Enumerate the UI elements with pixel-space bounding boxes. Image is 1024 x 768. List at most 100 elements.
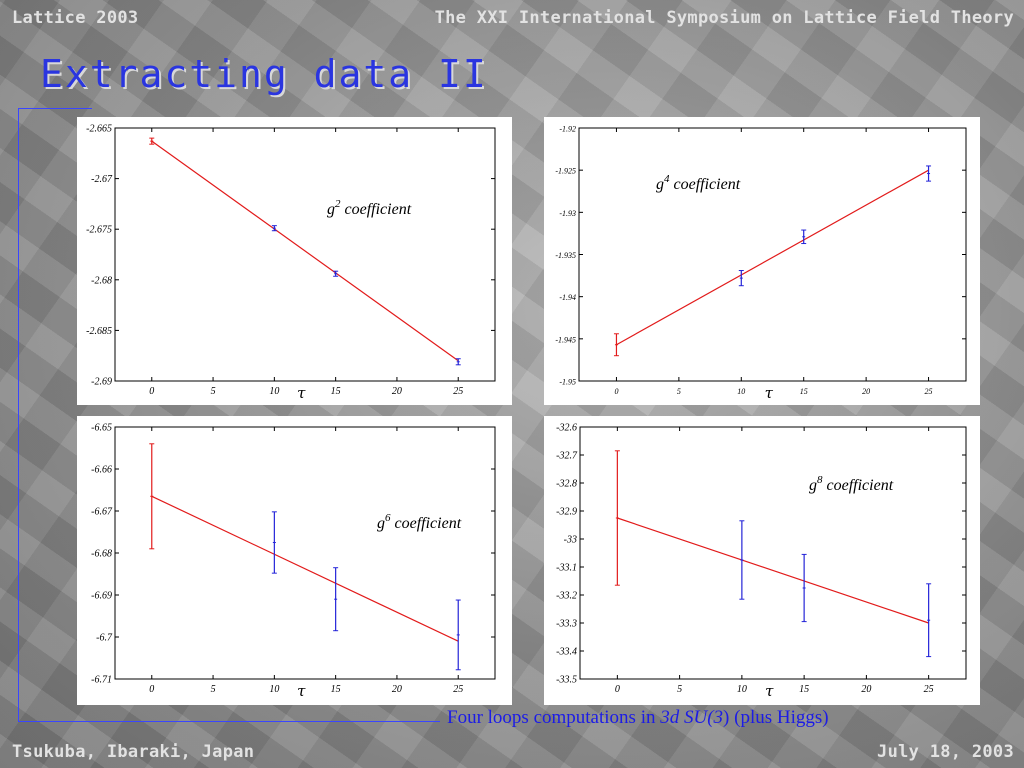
x-tick-label: 25 — [453, 684, 463, 695]
y-tick-label: -33.3 — [556, 619, 577, 630]
y-tick-label: -33.5 — [556, 675, 577, 686]
y-tick-label: -2.675 — [86, 225, 112, 236]
x-axis-label: τ — [765, 682, 774, 700]
data-point — [455, 599, 461, 671]
data-point — [271, 511, 277, 574]
y-tick-label: -33.4 — [556, 647, 577, 658]
y-tick-label: -1.93 — [559, 209, 576, 218]
coefficient-label: g4 coefficient — [656, 173, 741, 193]
coefficient-label: g8 coefficient — [809, 474, 894, 494]
x-tick-label: 5 — [211, 386, 216, 397]
y-tick-label: -6.67 — [91, 507, 113, 518]
x-tick-label: 20 — [861, 684, 871, 695]
y-tick-label: -1.92 — [559, 125, 576, 134]
y-tick-label: -2.67 — [91, 174, 113, 185]
x-tick-label: 5 — [211, 684, 216, 695]
y-tick-label: -6.65 — [91, 423, 112, 434]
plot-frame — [114, 426, 496, 680]
x-tick-label: 20 — [862, 387, 870, 396]
x-tick-label: 0 — [149, 684, 154, 695]
x-tick-label: 10 — [269, 684, 279, 695]
chart-g8-coefficient: -32.6 -32.7 -32.8 -32.9 -33 -33.1 -33.2 -33.3 -3… — [556, 423, 967, 700]
x-tick-label: 25 — [453, 386, 463, 397]
y-tick-label: -32.9 — [556, 507, 577, 518]
x-tick-label: 5 — [677, 387, 681, 396]
data-point — [271, 225, 277, 232]
x-tick-label: 15 — [331, 386, 341, 397]
symposium-label: The XXI International Symposium on Latti… — [434, 8, 1014, 28]
x-tick-label: 0 — [615, 684, 620, 695]
data-point — [738, 270, 744, 287]
fit-line — [151, 140, 459, 362]
frame-line-top — [18, 108, 92, 109]
y-tick-label: -6.7 — [96, 633, 113, 644]
y-tick-label: -2.665 — [86, 124, 112, 135]
caption-italic: 3d SU(3 — [660, 707, 724, 728]
caption-middle: ) — [723, 707, 730, 728]
data-point — [455, 358, 461, 366]
x-tick-label: 5 — [677, 684, 682, 695]
x-tick-label: 10 — [737, 387, 745, 396]
chart-g2-coefficient: -2.665 -2.67 -2.675 -2.68 -2.685 -2.69 0 5 10 15 2… — [86, 124, 496, 402]
slide-title: Extracting data II — [40, 52, 488, 96]
y-tick-label: -1.935 — [555, 251, 576, 260]
y-tick-label: -1.925 — [555, 167, 576, 176]
y-tick-label: -2.68 — [91, 275, 112, 286]
frame-line-left — [18, 108, 19, 721]
y-tick-label: -32.8 — [556, 479, 577, 490]
fit-line — [616, 169, 929, 346]
data-point — [149, 443, 155, 550]
fit-line — [617, 517, 929, 624]
plot-frame — [114, 127, 496, 382]
y-tick-label: -6.66 — [91, 465, 112, 476]
y-tick-label: -32.7 — [556, 451, 578, 462]
x-tick-label: 25 — [925, 387, 933, 396]
data-point — [613, 333, 619, 357]
slide-caption: Four loops computations in 3d SU(3) (plu… — [447, 707, 829, 729]
footer-date: July 18, 2003 — [877, 742, 1014, 762]
y-tick-label: -32.6 — [556, 423, 577, 434]
data-point — [801, 553, 807, 623]
x-tick-label: 15 — [799, 684, 809, 695]
chart-panel-g2: -2.665 -2.67 -2.675 -2.68 -2.685 -2.69 0 5 10 15 2… — [77, 117, 512, 405]
fit-line — [151, 495, 459, 642]
x-tick-label: 0 — [614, 387, 618, 396]
y-tick-label: -6.69 — [91, 591, 112, 602]
chart-g6-coefficient: -6.65 -6.66 -6.67 -6.68 -6.69 -6.7 -6.71 0 5 10 15… — [91, 423, 496, 700]
y-tick-label: -1.945 — [555, 335, 576, 344]
y-tick-label: -33.2 — [556, 591, 577, 602]
y-tick-label: -2.685 — [86, 326, 112, 337]
x-tick-label: 10 — [269, 386, 279, 397]
data-point — [333, 567, 339, 632]
x-tick-label: 20 — [392, 386, 402, 397]
data-point — [739, 520, 745, 600]
chart-panel-g6: -6.65 -6.66 -6.67 -6.68 -6.69 -6.7 -6.71 0 5 10 15… — [77, 416, 512, 705]
x-tick-label: 10 — [737, 684, 747, 695]
data-point — [149, 137, 155, 145]
x-axis-label: τ — [297, 682, 306, 700]
frame-line-bottom — [18, 721, 440, 722]
x-tick-label: 0 — [149, 386, 154, 397]
y-tick-label: -6.68 — [91, 549, 112, 560]
y-tick-label: -1.94 — [559, 293, 576, 302]
x-axis-label: τ — [297, 384, 306, 402]
coefficient-label: g6 coefficient — [377, 512, 462, 532]
caption-prefix: Four loops computations in — [447, 707, 661, 728]
y-tick-label: -33 — [564, 535, 577, 546]
conference-label: Lattice 2003 — [12, 8, 139, 28]
x-tick-label: 25 — [924, 684, 934, 695]
footer-location: Tsukuba, Ibaraki, Japan — [12, 742, 255, 762]
y-tick-label: -1.95 — [559, 378, 576, 387]
data-point — [801, 229, 807, 245]
coefficient-label: g2 coefficient — [327, 198, 412, 218]
x-axis-label: τ — [765, 384, 774, 402]
chart-panel-g8: -32.6 -32.7 -32.8 -32.9 -33 -33.1 -33.2 -33.3 -3… — [544, 416, 980, 705]
y-tick-label: -6.71 — [91, 675, 112, 686]
caption-suffix: (plus Higgs) — [729, 707, 829, 728]
x-tick-label: 15 — [800, 387, 808, 396]
data-point — [926, 583, 932, 658]
plot-frame — [579, 426, 967, 680]
x-tick-label: 20 — [392, 684, 402, 695]
data-point — [926, 165, 932, 182]
plot-frame — [578, 127, 967, 382]
